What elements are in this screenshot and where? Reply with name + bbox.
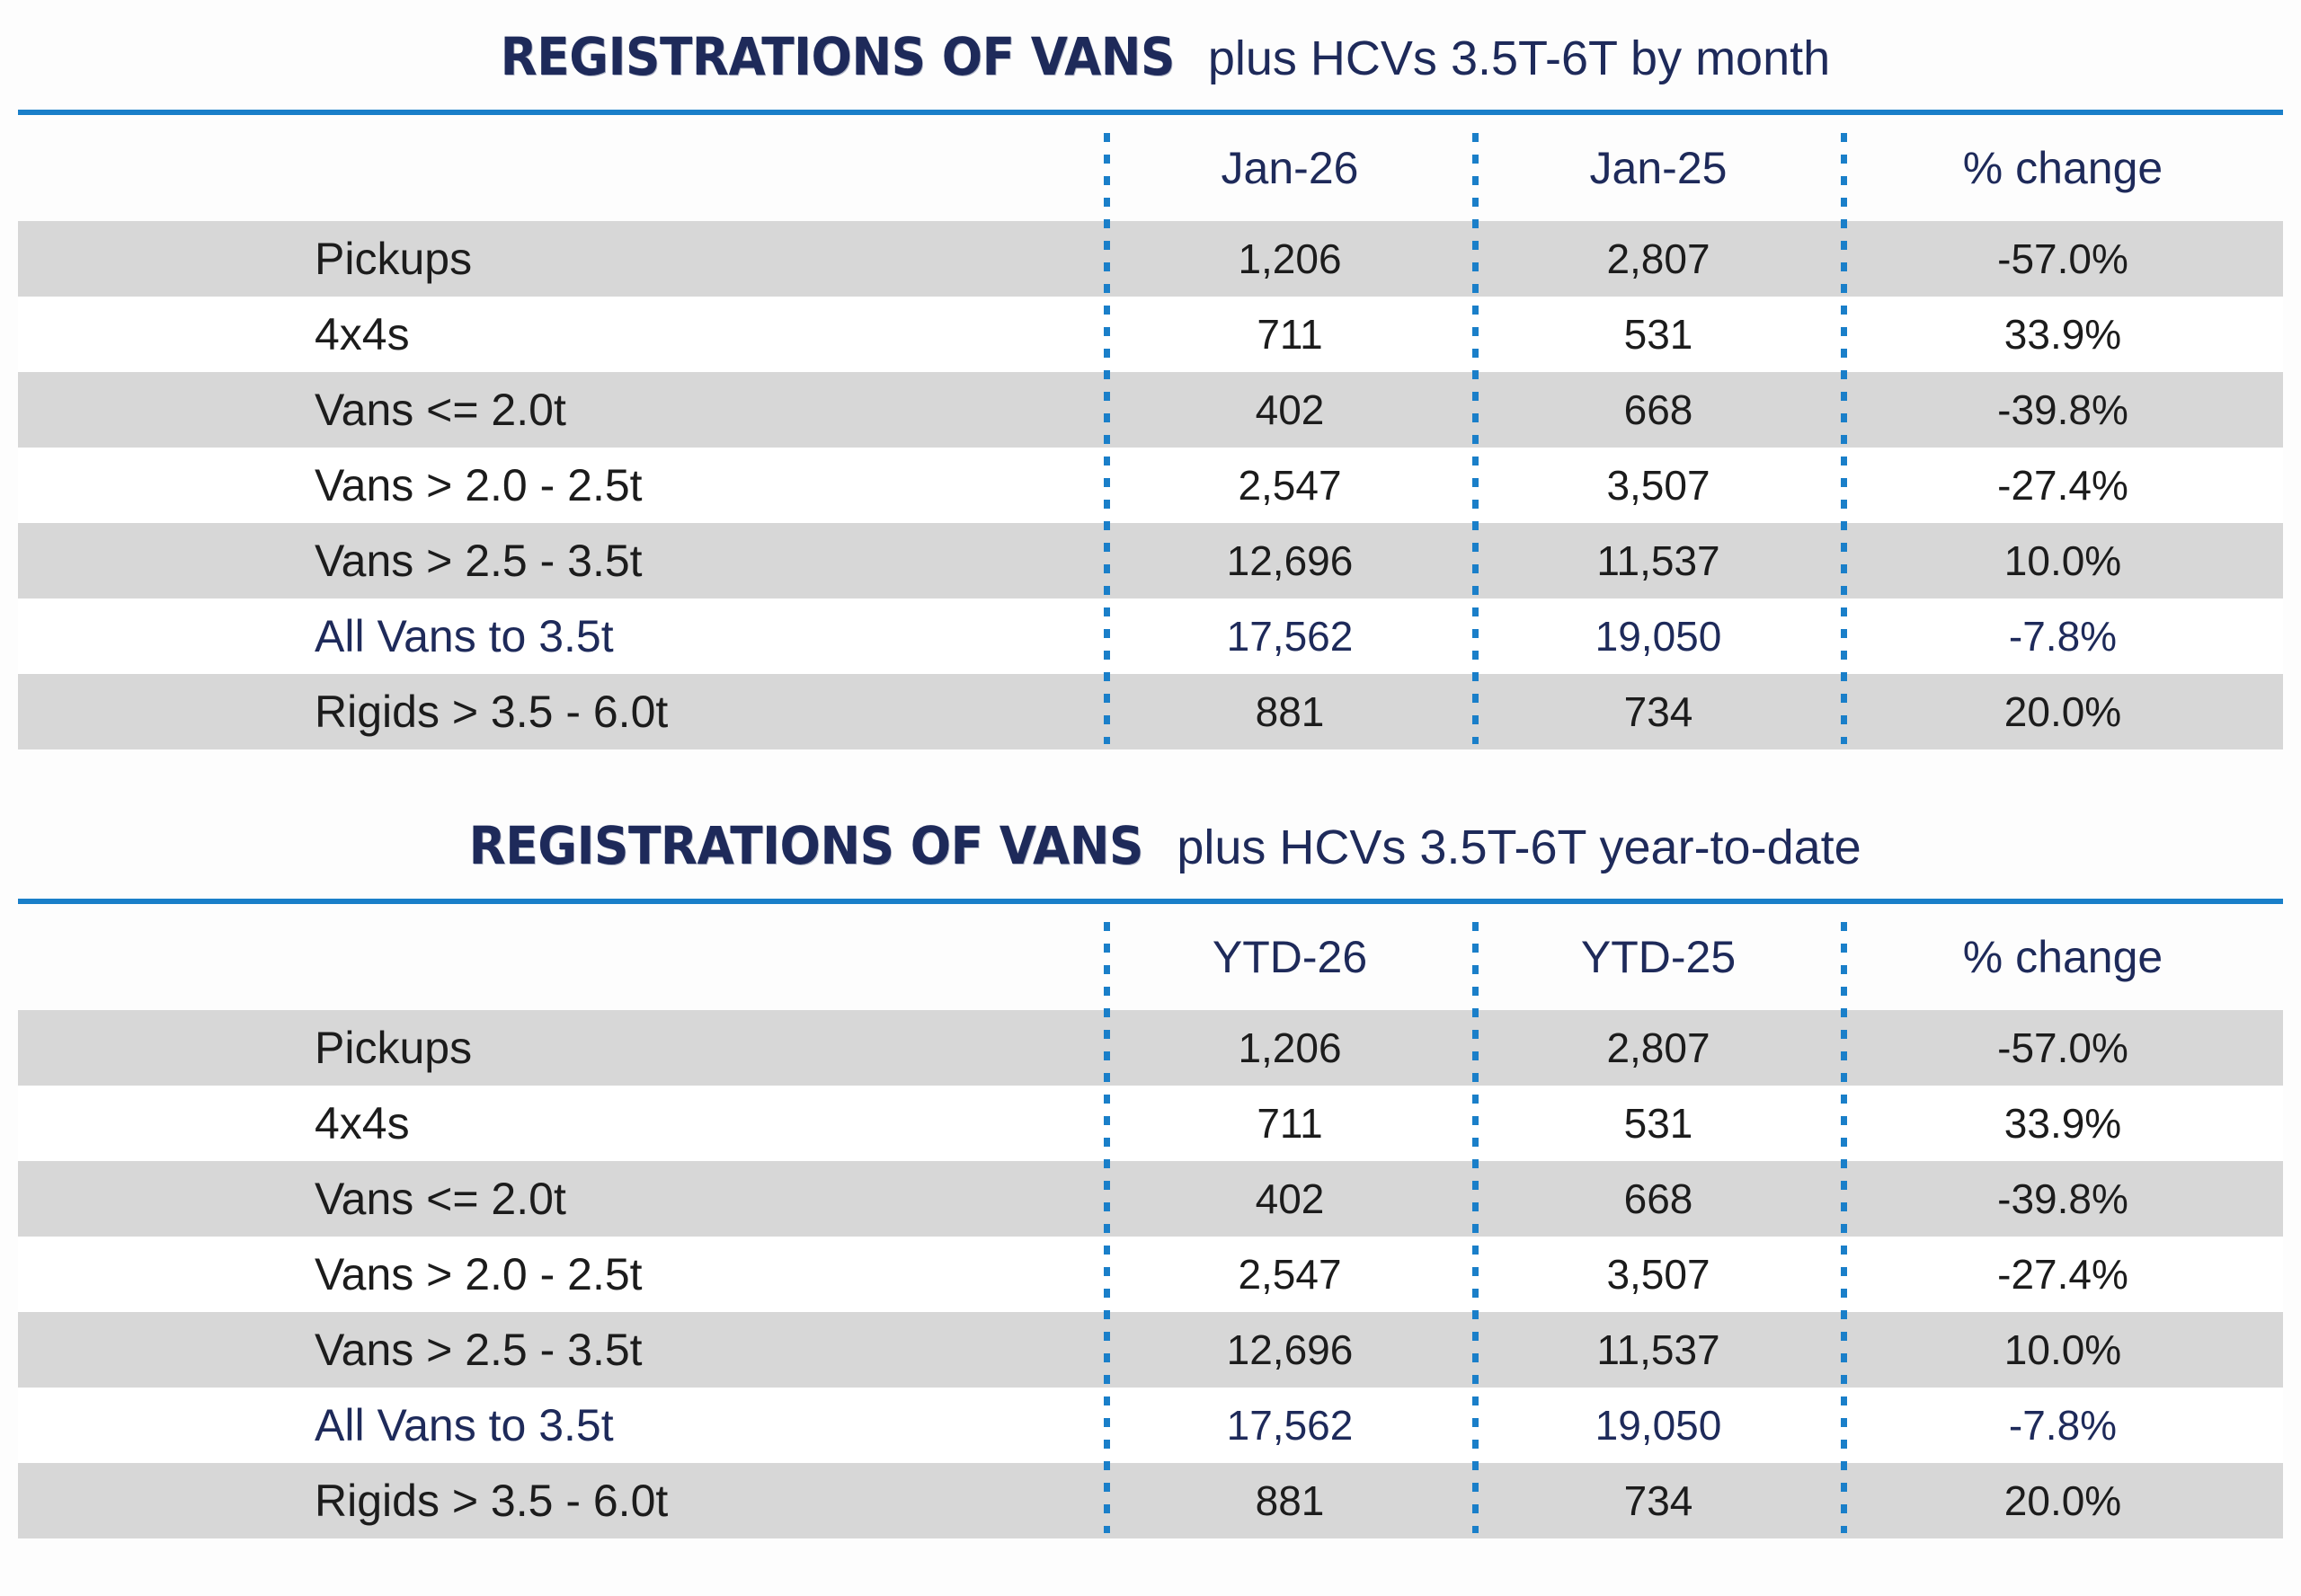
row-value-previous: 2,807 bbox=[1474, 221, 1843, 297]
row-value-current: 402 bbox=[1106, 372, 1474, 448]
table-2-header-row: YTD-26 YTD-25 % change bbox=[18, 904, 2283, 1010]
row-value-pct-change: 10.0% bbox=[1843, 1312, 2283, 1388]
table-1-header-row: Jan-26 Jan-25 % change bbox=[18, 115, 2283, 221]
table-1-header-blank bbox=[18, 115, 1106, 221]
row-label: Vans > 2.0 - 2.5t bbox=[18, 448, 1106, 523]
row-label: Vans > 2.5 - 3.5t bbox=[18, 523, 1106, 598]
row-value-pct-change: -39.8% bbox=[1843, 1161, 2283, 1237]
table-row: Pickups 1,206 2,807 -57.0% bbox=[18, 1010, 2283, 1086]
table-1: Jan-26 Jan-25 % change Pickups 1,206 2,8… bbox=[18, 115, 2283, 749]
row-label: Pickups bbox=[18, 221, 1106, 297]
row-value-current: 402 bbox=[1106, 1161, 1474, 1237]
row-value-current: 1,206 bbox=[1106, 221, 1474, 297]
row-value-previous: 531 bbox=[1474, 297, 1843, 372]
row-value-previous: 531 bbox=[1474, 1086, 1843, 1161]
table-row: Pickups 1,206 2,807 -57.0% bbox=[18, 221, 2283, 297]
table-2: YTD-26 YTD-25 % change Pickups 1,206 2,8… bbox=[18, 904, 2283, 1538]
row-value-current: 12,696 bbox=[1106, 1312, 1474, 1388]
table-2-header-col1: YTD-26 bbox=[1212, 932, 1368, 982]
table-row: 4x4s 711 531 33.9% bbox=[18, 297, 2283, 372]
table-row: Vans > 2.0 - 2.5t 2,547 3,507 -27.4% bbox=[18, 1237, 2283, 1312]
table-row: Vans > 2.0 - 2.5t 2,547 3,507 -27.4% bbox=[18, 448, 2283, 523]
row-value-pct-change: -57.0% bbox=[1843, 221, 2283, 297]
row-value-pct-change: -27.4% bbox=[1843, 1237, 2283, 1312]
row-value-pct-change: 33.9% bbox=[1843, 1086, 2283, 1161]
row-label: Rigids > 3.5 - 6.0t bbox=[18, 674, 1106, 749]
table-2-header-blank bbox=[18, 904, 1106, 1010]
row-value-current: 881 bbox=[1106, 1463, 1474, 1538]
row-value-current: 881 bbox=[1106, 674, 1474, 749]
table-2-title-strong: REGISTRATIONS OF VANS bbox=[468, 815, 1144, 876]
row-value-current: 17,562 bbox=[1106, 598, 1474, 674]
table-2-wrap: YTD-26 YTD-25 % change Pickups 1,206 2,8… bbox=[18, 904, 2283, 1538]
table-2-title: REGISTRATIONS OF VANS plus HCVs 3.5T-6T … bbox=[0, 820, 2301, 872]
row-value-current: 2,547 bbox=[1106, 448, 1474, 523]
row-value-pct-change: 10.0% bbox=[1843, 523, 2283, 598]
row-value-previous: 11,537 bbox=[1474, 1312, 1843, 1388]
table-1-top-rule bbox=[18, 110, 2283, 115]
table-row: Vans <= 2.0t 402 668 -39.8% bbox=[18, 372, 2283, 448]
table-row: Rigids > 3.5 - 6.0t 881 734 20.0% bbox=[18, 674, 2283, 749]
row-label: Vans > 2.0 - 2.5t bbox=[18, 1237, 1106, 1312]
row-value-previous: 11,537 bbox=[1474, 523, 1843, 598]
table-1-wrap: Jan-26 Jan-25 % change Pickups 1,206 2,8… bbox=[18, 115, 2283, 749]
row-value-pct-change: -57.0% bbox=[1843, 1010, 2283, 1086]
table-row: All Vans to 3.5t 17,562 19,050 -7.8% bbox=[18, 1388, 2283, 1463]
table-row: Rigids > 3.5 - 6.0t 881 734 20.0% bbox=[18, 1463, 2283, 1538]
row-value-previous: 734 bbox=[1474, 1463, 1843, 1538]
row-value-pct-change: -39.8% bbox=[1843, 372, 2283, 448]
row-value-current: 1,206 bbox=[1106, 1010, 1474, 1086]
row-label: Rigids > 3.5 - 6.0t bbox=[18, 1463, 1106, 1538]
table-2-top-rule bbox=[18, 899, 2283, 904]
table-row: Vans > 2.5 - 3.5t 12,696 11,537 10.0% bbox=[18, 1312, 2283, 1388]
row-value-current: 17,562 bbox=[1106, 1388, 1474, 1463]
row-label: 4x4s bbox=[18, 1086, 1106, 1161]
table-1-title: REGISTRATIONS OF VANS plus HCVs 3.5T-6T … bbox=[0, 31, 2301, 83]
row-value-pct-change: -27.4% bbox=[1843, 448, 2283, 523]
row-label: Pickups bbox=[18, 1010, 1106, 1086]
table-row: All Vans to 3.5t 17,562 19,050 -7.8% bbox=[18, 598, 2283, 674]
row-label: 4x4s bbox=[18, 297, 1106, 372]
table-1-header-col1: Jan-26 bbox=[1221, 143, 1359, 193]
row-label: Vans <= 2.0t bbox=[18, 372, 1106, 448]
row-value-pct-change: 20.0% bbox=[1843, 674, 2283, 749]
row-value-previous: 19,050 bbox=[1474, 1388, 1843, 1463]
row-value-previous: 3,507 bbox=[1474, 1237, 1843, 1312]
row-value-previous: 2,807 bbox=[1474, 1010, 1843, 1086]
table-2-header-col3: % change bbox=[1962, 932, 2163, 982]
row-value-previous: 19,050 bbox=[1474, 598, 1843, 674]
row-value-previous: 734 bbox=[1474, 674, 1843, 749]
row-label: All Vans to 3.5t bbox=[18, 598, 1106, 674]
row-value-previous: 668 bbox=[1474, 372, 1843, 448]
table-row: 4x4s 711 531 33.9% bbox=[18, 1086, 2283, 1161]
row-label: All Vans to 3.5t bbox=[18, 1388, 1106, 1463]
row-value-current: 2,547 bbox=[1106, 1237, 1474, 1312]
table-row: Vans > 2.5 - 3.5t 12,696 11,537 10.0% bbox=[18, 523, 2283, 598]
table-row: Vans <= 2.0t 402 668 -39.8% bbox=[18, 1161, 2283, 1237]
row-value-current: 711 bbox=[1106, 1086, 1474, 1161]
row-value-current: 12,696 bbox=[1106, 523, 1474, 598]
row-value-current: 711 bbox=[1106, 297, 1474, 372]
table-2-title-light: plus HCVs 3.5T-6T year-to-date bbox=[1177, 820, 1861, 874]
table-1-title-light: plus HCVs 3.5T-6T by month bbox=[1207, 31, 1831, 85]
row-label: Vans <= 2.0t bbox=[18, 1161, 1106, 1237]
table-1-title-strong: REGISTRATIONS OF VANS bbox=[500, 26, 1175, 87]
row-value-previous: 3,507 bbox=[1474, 448, 1843, 523]
table-1-header-col3: % change bbox=[1962, 143, 2163, 193]
table-2-header-col2: YTD-25 bbox=[1580, 932, 1737, 982]
row-value-pct-change: 33.9% bbox=[1843, 297, 2283, 372]
row-value-pct-change: -7.8% bbox=[1843, 1388, 2283, 1463]
table-1-header-col2: Jan-25 bbox=[1589, 143, 1728, 193]
row-label: Vans > 2.5 - 3.5t bbox=[18, 1312, 1106, 1388]
row-value-previous: 668 bbox=[1474, 1161, 1843, 1237]
row-value-pct-change: 20.0% bbox=[1843, 1463, 2283, 1538]
row-value-pct-change: -7.8% bbox=[1843, 598, 2283, 674]
